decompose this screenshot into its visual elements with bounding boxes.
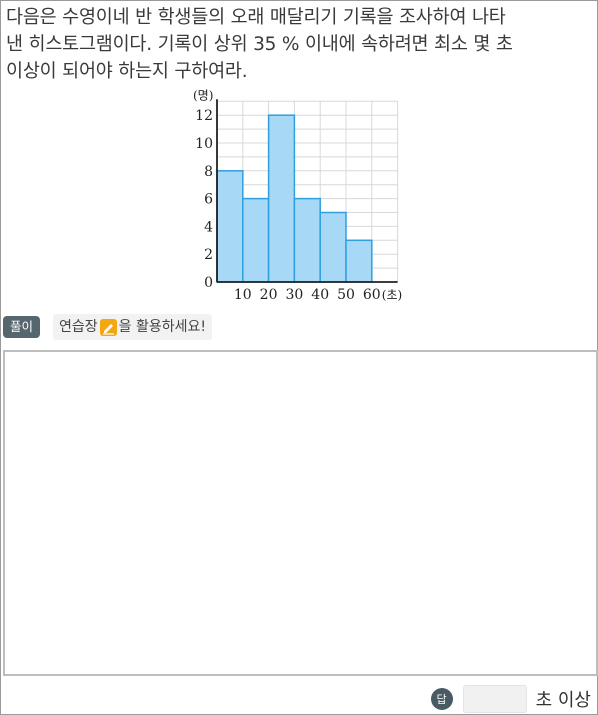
x-tick-label: 20	[260, 287, 278, 303]
histogram-bar	[216, 170, 244, 283]
hint-text-before: 연습장	[59, 319, 98, 335]
solution-row: 풀이 연습장 을 활용하세요!	[3, 314, 212, 340]
y-tick-label: 4	[204, 219, 213, 235]
y-tick-label: 8	[204, 164, 213, 180]
y-axis-label: (명)	[193, 89, 213, 102]
histogram-bar	[242, 197, 270, 283]
y-tick-label: 0	[204, 275, 213, 291]
scratchpad-hint[interactable]: 연습장 을 활용하세요!	[53, 314, 212, 340]
x-tick-label: 30	[285, 287, 303, 303]
y-tick-label: 2	[204, 247, 213, 263]
answer-input[interactable]	[462, 685, 527, 713]
histogram-svg: 0 2 4 6 8 10 12 10 20 30 40 50 60 (명) (초)	[193, 89, 402, 303]
solution-badge: 풀이	[3, 316, 41, 338]
histogram-bar	[319, 211, 347, 283]
answer-badge: 답	[430, 688, 453, 710]
histogram-bar	[293, 197, 321, 283]
histogram-bar	[267, 114, 296, 283]
x-tick-label: 50	[337, 287, 355, 303]
solution-workspace[interactable]	[3, 350, 598, 676]
y-tick-label: 6	[204, 192, 213, 208]
x-tick-label: 40	[311, 287, 329, 303]
answer-row: 답 초 이상	[430, 685, 591, 713]
question-line-2: 낸 히스토그램이다. 기록이 상위 35 % 이내에 속하려면 최소 몇 초	[6, 34, 513, 55]
y-tick-label: 12	[195, 108, 213, 124]
question-text: 다음은 수영이네 반 학생들의 오래 매달리기 기록을 조사하여 나타 낸 히스…	[6, 4, 596, 85]
histogram-chart: 0 2 4 6 8 10 12 10 20 30 40 50 60 (명) (초)	[181, 89, 421, 304]
question-line-3: 이상이 되어야 하는지 구하여라.	[6, 61, 248, 82]
question-line-1: 다음은 수영이네 반 학생들의 오래 매달리기 기록을 조사하여 나타	[6, 7, 506, 28]
x-axis-label: (초)	[382, 288, 402, 302]
hint-text-after: 을 활용하세요!	[118, 319, 206, 335]
y-tick-label: 10	[195, 136, 213, 152]
x-tick-label: 10	[234, 287, 252, 303]
histogram-bar	[345, 239, 373, 283]
answer-unit: 초 이상	[535, 690, 591, 711]
pencil-icon[interactable]	[99, 318, 117, 336]
x-tick-label: 60	[363, 287, 381, 303]
